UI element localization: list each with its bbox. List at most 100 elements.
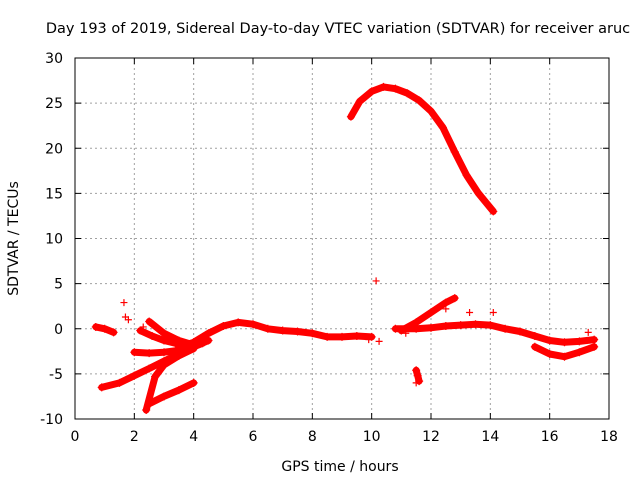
series-arc-late: [530, 342, 599, 361]
data-point: [293, 327, 302, 336]
data-point: [560, 338, 569, 347]
data-points: [91, 82, 599, 414]
series-arc-high: [346, 82, 498, 216]
series-arc-dip: [412, 366, 424, 386]
outlier-point: [121, 313, 129, 321]
grid: [75, 58, 609, 419]
data-point: [100, 324, 109, 333]
data-point: [427, 308, 435, 317]
y-tick-label: 5: [54, 277, 63, 293]
data-point: [415, 96, 424, 105]
x-tick-label: 0: [71, 429, 80, 445]
data-point: [160, 329, 168, 338]
x-tick-label: 6: [249, 429, 258, 445]
x-tick-label: 4: [189, 429, 198, 445]
series-trace: [136, 327, 212, 351]
data-point: [145, 349, 154, 358]
data-point: [413, 371, 422, 380]
y-tick-label: -10: [40, 412, 63, 428]
data-point: [174, 351, 183, 360]
x-tick-label: 16: [541, 429, 559, 445]
data-point: [486, 321, 495, 330]
data-point: [160, 348, 168, 357]
data-point: [204, 336, 213, 345]
data-point: [427, 107, 435, 116]
data-point: [151, 372, 160, 381]
data-point: [145, 317, 154, 326]
data-point: [204, 329, 213, 338]
x-tick-label: 14: [481, 429, 499, 445]
data-point: [278, 326, 287, 335]
series-trace: [145, 379, 198, 408]
data-point: [438, 123, 447, 132]
y-axis-label: SDTVAR / TECUs: [6, 181, 22, 296]
series-arc-daytime: [174, 318, 376, 351]
data-point: [412, 318, 421, 327]
data-point: [450, 147, 459, 156]
data-point: [575, 348, 584, 357]
data-point: [160, 392, 168, 401]
data-point: [189, 378, 198, 387]
data-point: [590, 335, 599, 344]
outlier-point: [442, 305, 450, 313]
x-tick-label: 18: [600, 429, 618, 445]
data-point: [174, 386, 183, 395]
y-tick-label: 20: [45, 141, 63, 157]
data-point: [130, 348, 139, 357]
axis-ticks: 0 2 4 6 8 10 12 14 16 18 -10 -5 0 5 10 15 20 25 30: [40, 51, 618, 445]
data-point: [145, 399, 154, 408]
y-tick-label: 25: [45, 96, 63, 112]
data-point: [352, 331, 361, 340]
data-point: [160, 360, 168, 369]
data-point: [130, 371, 139, 380]
y-tick-label: 15: [45, 186, 63, 202]
outlier-point: [120, 299, 128, 307]
data-point: [346, 112, 355, 121]
y-tick-label: 10: [45, 232, 63, 248]
series-arc-early: [91, 322, 118, 337]
data-point: [379, 82, 388, 91]
x-axis-label: GPS time / hours: [281, 459, 398, 475]
outlier-point: [402, 329, 410, 337]
data-point: [174, 340, 183, 349]
data-point: [560, 352, 569, 361]
data-point: [427, 323, 435, 332]
data-point: [145, 364, 154, 373]
data-point: [456, 321, 465, 330]
data-point: [249, 320, 257, 329]
data-point: [115, 378, 124, 387]
x-tick-label: 10: [363, 429, 381, 445]
data-point: [471, 320, 480, 329]
data-point: [516, 327, 524, 336]
data-point: [441, 298, 450, 307]
outlier-point: [372, 277, 380, 285]
data-point: [545, 350, 554, 359]
data-point: [355, 97, 364, 106]
y-tick-label: -5: [49, 367, 63, 383]
outlier-points: [120, 277, 592, 387]
outlier-point: [139, 323, 147, 331]
data-point: [391, 84, 400, 93]
data-point: [474, 189, 483, 198]
outlier-point: [375, 337, 383, 345]
data-point: [501, 324, 510, 333]
data-point: [489, 207, 498, 216]
data-point: [189, 342, 198, 351]
data-point: [450, 294, 459, 303]
data-point: [148, 331, 157, 340]
series-arc-morning-f: [136, 326, 213, 351]
data-point: [530, 331, 539, 340]
x-tick-label: 12: [422, 429, 440, 445]
data-point: [338, 332, 346, 341]
data-point: [545, 336, 554, 345]
series-arc-rise: [397, 294, 459, 335]
data-point: [323, 332, 332, 341]
x-tick-label: 2: [130, 429, 139, 445]
data-point: [462, 171, 471, 180]
series-arc-morning-d: [145, 378, 198, 408]
data-point: [263, 324, 272, 333]
outlier-point: [466, 309, 474, 317]
data-point: [234, 318, 243, 327]
data-point: [412, 366, 421, 375]
